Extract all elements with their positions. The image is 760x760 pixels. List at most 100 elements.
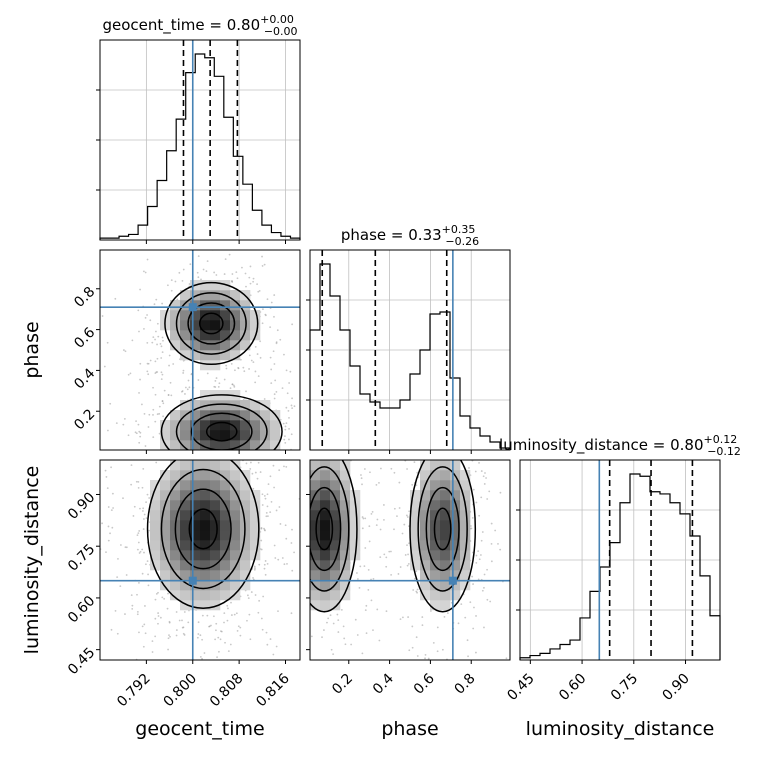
scatter-point xyxy=(437,423,439,425)
scatter-point xyxy=(378,639,381,642)
scatter-point xyxy=(135,420,137,423)
scatter-point xyxy=(449,702,451,704)
density-cell xyxy=(180,550,191,561)
density-cell xyxy=(330,540,341,551)
scatter-point xyxy=(289,463,291,465)
scatter-point xyxy=(406,564,409,567)
scatter-point xyxy=(321,636,323,639)
density-cell xyxy=(170,430,181,441)
scatter-point xyxy=(231,383,234,386)
scatter-point xyxy=(131,607,134,610)
scatter-point xyxy=(260,527,263,530)
scatter-point xyxy=(249,638,252,641)
scatter-point xyxy=(233,384,235,387)
scatter-point xyxy=(233,613,236,616)
scatter-point xyxy=(530,393,532,395)
x-tick-label: 0.90 xyxy=(660,671,693,704)
scatter-point xyxy=(337,619,340,622)
scatter-point xyxy=(468,467,470,469)
density-cell xyxy=(190,570,201,581)
density-cell xyxy=(330,460,341,471)
truth-marker xyxy=(448,576,457,585)
scatter-point xyxy=(375,483,378,486)
scatter-point xyxy=(272,464,275,467)
scatter-point xyxy=(364,609,367,611)
scatter-point xyxy=(285,465,288,468)
density-cell xyxy=(180,350,191,361)
scatter-point xyxy=(356,572,358,574)
scatter-point xyxy=(252,280,255,283)
density-cell xyxy=(200,320,211,331)
density-cell xyxy=(220,460,231,471)
density-cell xyxy=(150,550,161,561)
scatter-point xyxy=(136,534,139,537)
scatter-point xyxy=(228,253,231,256)
scatter-point xyxy=(261,322,264,325)
scatter-point xyxy=(168,397,170,399)
scatter-point xyxy=(467,438,469,440)
scatter-point xyxy=(325,435,327,437)
scatter-point xyxy=(466,639,469,642)
scatter-point xyxy=(215,377,218,379)
scatter-point xyxy=(323,629,325,631)
scatter-point xyxy=(390,467,393,470)
scatter-point xyxy=(124,613,126,615)
scatter-point xyxy=(139,288,141,291)
scatter-point xyxy=(137,309,140,312)
scatter-point xyxy=(378,481,380,484)
scatter-point xyxy=(261,628,264,631)
density-cell xyxy=(320,510,331,521)
density-cell xyxy=(240,300,251,311)
scatter-point xyxy=(315,453,317,455)
scatter-point xyxy=(305,459,307,461)
density-cell xyxy=(200,530,211,541)
scatter-point xyxy=(146,493,149,496)
density-cell xyxy=(160,430,171,441)
scatter-point xyxy=(472,429,474,431)
scatter-point xyxy=(361,516,364,518)
density-cell xyxy=(190,340,201,351)
scatter-point xyxy=(214,379,217,382)
title-plus: +0.00 xyxy=(260,13,294,26)
scatter-point xyxy=(412,589,415,591)
scatter-point xyxy=(303,542,305,544)
density-cell xyxy=(340,500,351,511)
scatter-point xyxy=(122,497,124,500)
scatter-point xyxy=(258,289,261,292)
scatter-point xyxy=(309,457,311,459)
scatter-point xyxy=(291,488,293,490)
scatter-point xyxy=(480,539,483,542)
scatter-point xyxy=(269,511,272,514)
scatter-point xyxy=(288,514,290,516)
density-cell xyxy=(440,470,451,481)
scatter-point xyxy=(143,412,146,415)
density-cell xyxy=(340,590,351,601)
scatter-point xyxy=(321,683,323,685)
density-cell xyxy=(250,430,261,441)
scatter-point xyxy=(248,276,251,279)
scatter-point xyxy=(256,283,258,286)
density-cell xyxy=(240,560,251,571)
scatter-point xyxy=(136,610,139,613)
density-cell xyxy=(220,520,231,531)
density-cell xyxy=(420,540,431,551)
contour-line xyxy=(164,281,259,366)
scatter-point xyxy=(362,517,365,520)
scatter-point xyxy=(459,375,461,377)
density-cell xyxy=(180,590,191,601)
scatter-point xyxy=(393,528,395,531)
panel-body xyxy=(100,397,305,660)
density-cell xyxy=(220,590,231,601)
scatter-point xyxy=(291,323,294,326)
scatter-point xyxy=(166,607,169,610)
density-cell xyxy=(460,480,471,491)
density-cell xyxy=(240,540,251,551)
scatter-point xyxy=(112,507,114,509)
scatter-point xyxy=(356,634,359,636)
scatter-point xyxy=(285,422,288,424)
density-cell xyxy=(190,330,201,341)
density-cell xyxy=(180,580,191,591)
scatter-point xyxy=(101,522,103,525)
density-cell xyxy=(220,400,231,411)
scatter-point xyxy=(324,447,326,449)
